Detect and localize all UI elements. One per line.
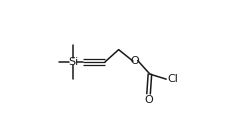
Text: O: O	[131, 55, 140, 66]
Text: Si: Si	[68, 57, 78, 67]
Text: Cl: Cl	[168, 74, 179, 84]
Text: O: O	[144, 95, 153, 105]
